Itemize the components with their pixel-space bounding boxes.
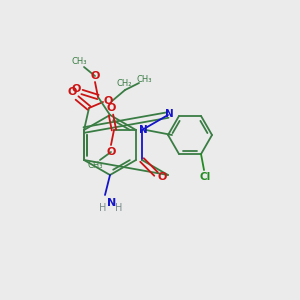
Text: N: N <box>107 198 117 208</box>
Text: O: O <box>106 147 116 157</box>
Text: H: H <box>115 203 123 213</box>
Text: O: O <box>106 103 116 113</box>
Text: CH₃: CH₃ <box>136 76 152 85</box>
Text: N: N <box>139 125 147 135</box>
Text: O: O <box>103 96 113 106</box>
Text: O: O <box>71 84 81 94</box>
Text: Cl: Cl <box>200 172 211 182</box>
Text: O: O <box>67 87 77 97</box>
Text: H: H <box>99 203 107 213</box>
Text: CH₂: CH₂ <box>116 80 132 88</box>
Text: CH₃: CH₃ <box>87 161 103 170</box>
Text: O: O <box>90 71 100 81</box>
Text: N: N <box>165 109 173 119</box>
Text: O: O <box>157 172 167 182</box>
Text: CH₃: CH₃ <box>71 56 87 65</box>
